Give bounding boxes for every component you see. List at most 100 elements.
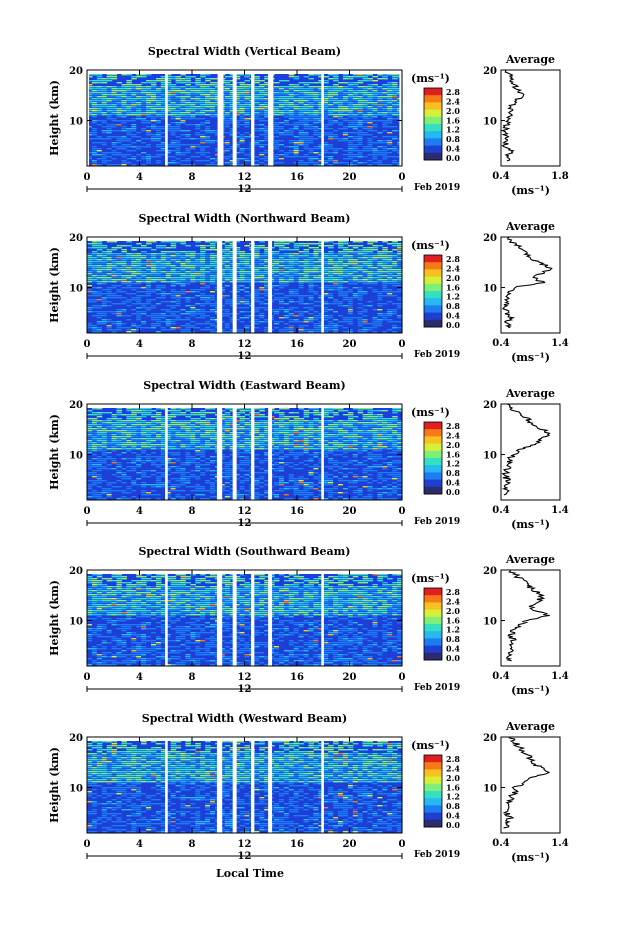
heatmap-cell bbox=[101, 255, 108, 257]
heatmap-cell bbox=[96, 154, 103, 156]
heatmap-cell bbox=[362, 130, 369, 132]
heatmap-cell bbox=[195, 255, 201, 257]
heatmap-cell bbox=[288, 305, 295, 307]
heatmap-cell bbox=[141, 158, 147, 160]
heatmap-cell bbox=[165, 116, 172, 118]
heatmap-cell bbox=[175, 80, 182, 82]
heatmap-cell bbox=[229, 110, 236, 112]
heatmap-cell bbox=[210, 110, 216, 112]
heatmap-cell bbox=[141, 88, 147, 90]
heatmap-cell bbox=[151, 313, 157, 315]
heatmap-cell bbox=[293, 281, 300, 283]
heatmap-cell bbox=[190, 313, 196, 315]
heatmap-cell bbox=[328, 132, 334, 134]
heatmap-cell bbox=[165, 307, 172, 309]
heatmap-cell bbox=[210, 301, 216, 303]
heatmap-cell bbox=[382, 148, 388, 150]
heatmap-cell bbox=[298, 275, 305, 277]
heatmap-cell bbox=[136, 285, 142, 287]
heatmap-cell bbox=[160, 295, 167, 297]
heatmap-cell bbox=[121, 100, 127, 102]
heatmap-cell bbox=[259, 160, 265, 162]
heatmap-cell bbox=[111, 273, 118, 275]
heatmap-cell bbox=[328, 267, 334, 269]
heatmap-cell bbox=[338, 285, 344, 287]
heatmap-cell bbox=[293, 144, 300, 146]
heatmap-cell bbox=[151, 299, 157, 301]
heatmap-cell bbox=[175, 313, 182, 315]
heatmap-cell bbox=[333, 156, 339, 158]
heatmap-cell bbox=[392, 283, 398, 285]
heatmap-cell bbox=[303, 299, 310, 301]
heatmap-cell bbox=[195, 92, 201, 94]
heatmap-cell bbox=[387, 251, 393, 253]
heatmap-cell bbox=[185, 130, 191, 132]
heatmap-cell bbox=[205, 146, 211, 148]
heatmap-cell bbox=[180, 313, 186, 315]
heatmap-cell bbox=[274, 82, 280, 84]
heatmap-cell bbox=[382, 108, 388, 110]
heatmap-cell bbox=[264, 269, 270, 271]
heatmap-cell bbox=[323, 154, 329, 156]
heatmap-cell bbox=[146, 136, 152, 138]
heatmap-cell bbox=[224, 148, 231, 150]
heatmap-cell bbox=[101, 112, 108, 114]
heatmap-cell bbox=[185, 118, 191, 120]
heatmap-cell bbox=[175, 279, 182, 281]
heatmap-cell bbox=[165, 257, 172, 259]
heatmap-cell bbox=[170, 160, 177, 162]
heatmap-cell bbox=[338, 144, 344, 146]
heatmap-cell bbox=[165, 259, 172, 261]
heatmap-cell bbox=[288, 271, 295, 273]
heatmap-cell bbox=[387, 132, 393, 134]
heatmap-cell bbox=[357, 277, 364, 279]
heatmap-cell bbox=[367, 122, 373, 124]
heatmap-cell bbox=[318, 295, 324, 297]
heatmap-cell bbox=[338, 241, 344, 243]
heatmap-cell bbox=[342, 144, 349, 146]
heatmap-cell bbox=[210, 247, 216, 249]
heatmap-cell bbox=[131, 261, 137, 263]
heatmap-cell bbox=[352, 283, 359, 285]
heatmap-cell bbox=[121, 92, 127, 94]
heatmap-cell bbox=[397, 299, 403, 301]
heatmap-cell bbox=[313, 269, 319, 271]
heatmap-cell bbox=[205, 279, 211, 281]
heatmap-cell bbox=[318, 261, 324, 263]
heatmap-cell bbox=[87, 142, 93, 144]
heatmap-cell bbox=[121, 289, 127, 291]
heatmap-cell bbox=[229, 275, 236, 277]
heatmap-cell bbox=[347, 78, 354, 80]
heatmap-cell bbox=[357, 291, 364, 293]
heatmap-cell bbox=[126, 303, 132, 305]
heatmap-cell bbox=[298, 120, 305, 122]
heatmap-cell bbox=[338, 134, 344, 136]
heatmap-cell bbox=[392, 96, 398, 98]
heatmap-cell bbox=[352, 128, 359, 130]
heatmap-cell bbox=[185, 313, 191, 315]
heatmap-cell bbox=[121, 90, 127, 92]
heatmap-cell bbox=[96, 116, 103, 118]
heatmap-cell bbox=[298, 136, 305, 138]
heatmap-cell bbox=[101, 120, 108, 122]
heatmap-cell bbox=[136, 114, 142, 116]
heatmap-cell bbox=[308, 281, 314, 283]
heatmap-cell bbox=[308, 255, 314, 257]
heatmap-cell bbox=[165, 108, 172, 110]
heatmap-cell bbox=[318, 148, 324, 150]
heatmap-cell bbox=[264, 265, 270, 267]
heatmap-cell bbox=[318, 112, 324, 114]
heatmap-cell bbox=[342, 305, 349, 307]
heatmap-cell bbox=[387, 146, 393, 148]
heatmap-cell bbox=[151, 303, 157, 305]
heatmap-cell bbox=[382, 110, 388, 112]
heatmap-cell bbox=[121, 311, 127, 313]
heatmap-cell bbox=[323, 110, 329, 112]
heatmap-cell bbox=[274, 108, 280, 110]
heatmap-cell bbox=[283, 102, 290, 104]
heatmap-cell bbox=[190, 76, 196, 78]
heatmap-cell bbox=[121, 287, 127, 289]
heatmap-cell bbox=[146, 297, 152, 299]
heatmap-cell bbox=[357, 114, 364, 116]
heatmap-cell bbox=[283, 118, 290, 120]
